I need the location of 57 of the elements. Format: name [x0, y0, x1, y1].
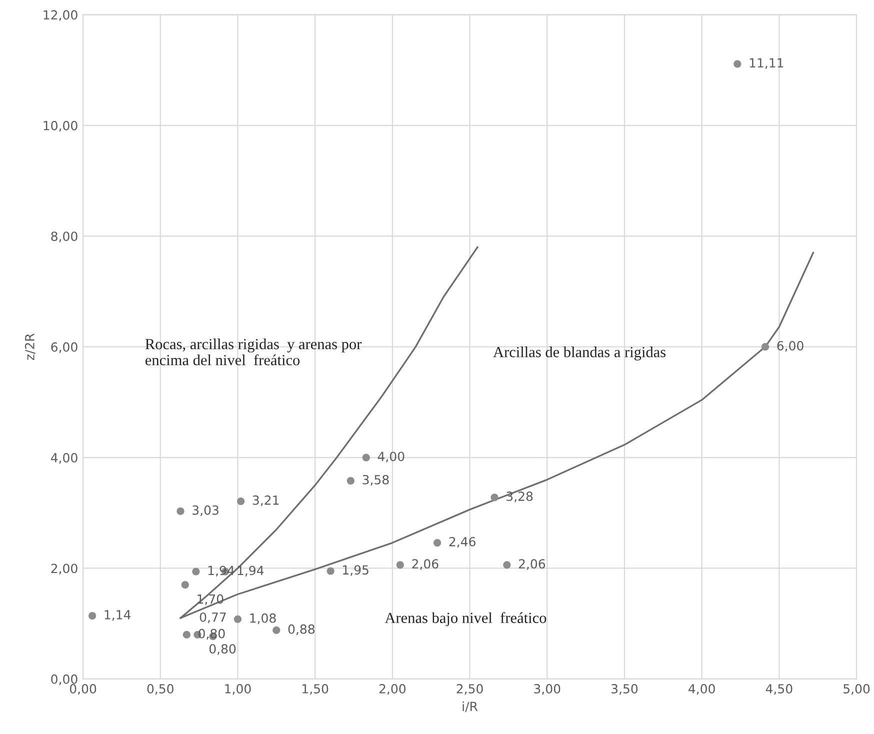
x-tick-label: 0,50 [147, 684, 174, 695]
data-label: 3,58 [362, 474, 389, 486]
data-label: 2,46 [449, 536, 476, 548]
point [362, 454, 370, 462]
point [272, 626, 280, 634]
x-tick-label: 1,50 [302, 684, 328, 695]
y-tick-label: 2,00 [51, 564, 78, 574]
y-tick-label: 4,00 [50, 453, 78, 464]
point [192, 568, 200, 576]
point [396, 561, 404, 569]
x-tick-label: 4,50 [766, 684, 792, 695]
x-tick-label: 2,50 [456, 684, 483, 695]
data-label: 1,14 [104, 610, 131, 621]
annotation: Arcillas de blandas a rigidas [493, 346, 666, 360]
x-tick-label: 3,00 [534, 684, 560, 695]
x-tick-label: 4,00 [688, 684, 715, 695]
data-label: 1,08 [250, 613, 276, 624]
point [181, 581, 189, 589]
data-label: 0,77 [200, 612, 226, 624]
annotation: Rocas, arcillas rigidas y arenas por encima del nivel freático [145, 338, 362, 366]
point [176, 507, 184, 516]
y-tick-label: 0,00 [51, 674, 78, 686]
data-label: 1,95 [343, 565, 368, 576]
annotation: Arenas bajo nivel freático [384, 612, 546, 626]
x-tick-label: 1,00 [225, 684, 251, 695]
point [234, 615, 242, 623]
data-label: 6,00 [777, 340, 804, 352]
point [761, 343, 770, 351]
data-label: 0,80 [209, 644, 236, 655]
y-tick-label: 10,00 [44, 120, 78, 132]
point [433, 538, 442, 547]
x-tick-label: 5,00 [844, 684, 870, 695]
point [237, 497, 245, 506]
x-tick-label: 0,00 [70, 684, 96, 695]
data-label: 0,88 [288, 624, 314, 636]
data-label: 3,03 [192, 505, 218, 516]
y-tick-label: 8,00 [51, 232, 78, 242]
point [734, 60, 742, 68]
point [88, 612, 96, 620]
data-label: 4,00 [378, 452, 404, 462]
point [326, 567, 334, 575]
y-tick-label: 12,00 [44, 10, 78, 21]
data-label: 2,06 [412, 559, 438, 570]
y-tick-label: 6,00 [51, 342, 78, 354]
data-label: 3,28 [506, 492, 533, 502]
x-axis-title: i/R [462, 701, 478, 712]
x-tick-label: 3,50 [612, 684, 638, 695]
point [182, 630, 190, 638]
point [346, 476, 354, 485]
point [490, 494, 498, 502]
point [503, 561, 511, 569]
data-label: 3,21 [252, 495, 279, 506]
y-axis-title: z/2R [24, 333, 36, 360]
data-label: 2,06 [518, 559, 546, 570]
data-label: 11,11 [750, 58, 784, 69]
data-label: 1,94 [238, 566, 264, 576]
x-tick-label: 2,00 [379, 684, 406, 695]
